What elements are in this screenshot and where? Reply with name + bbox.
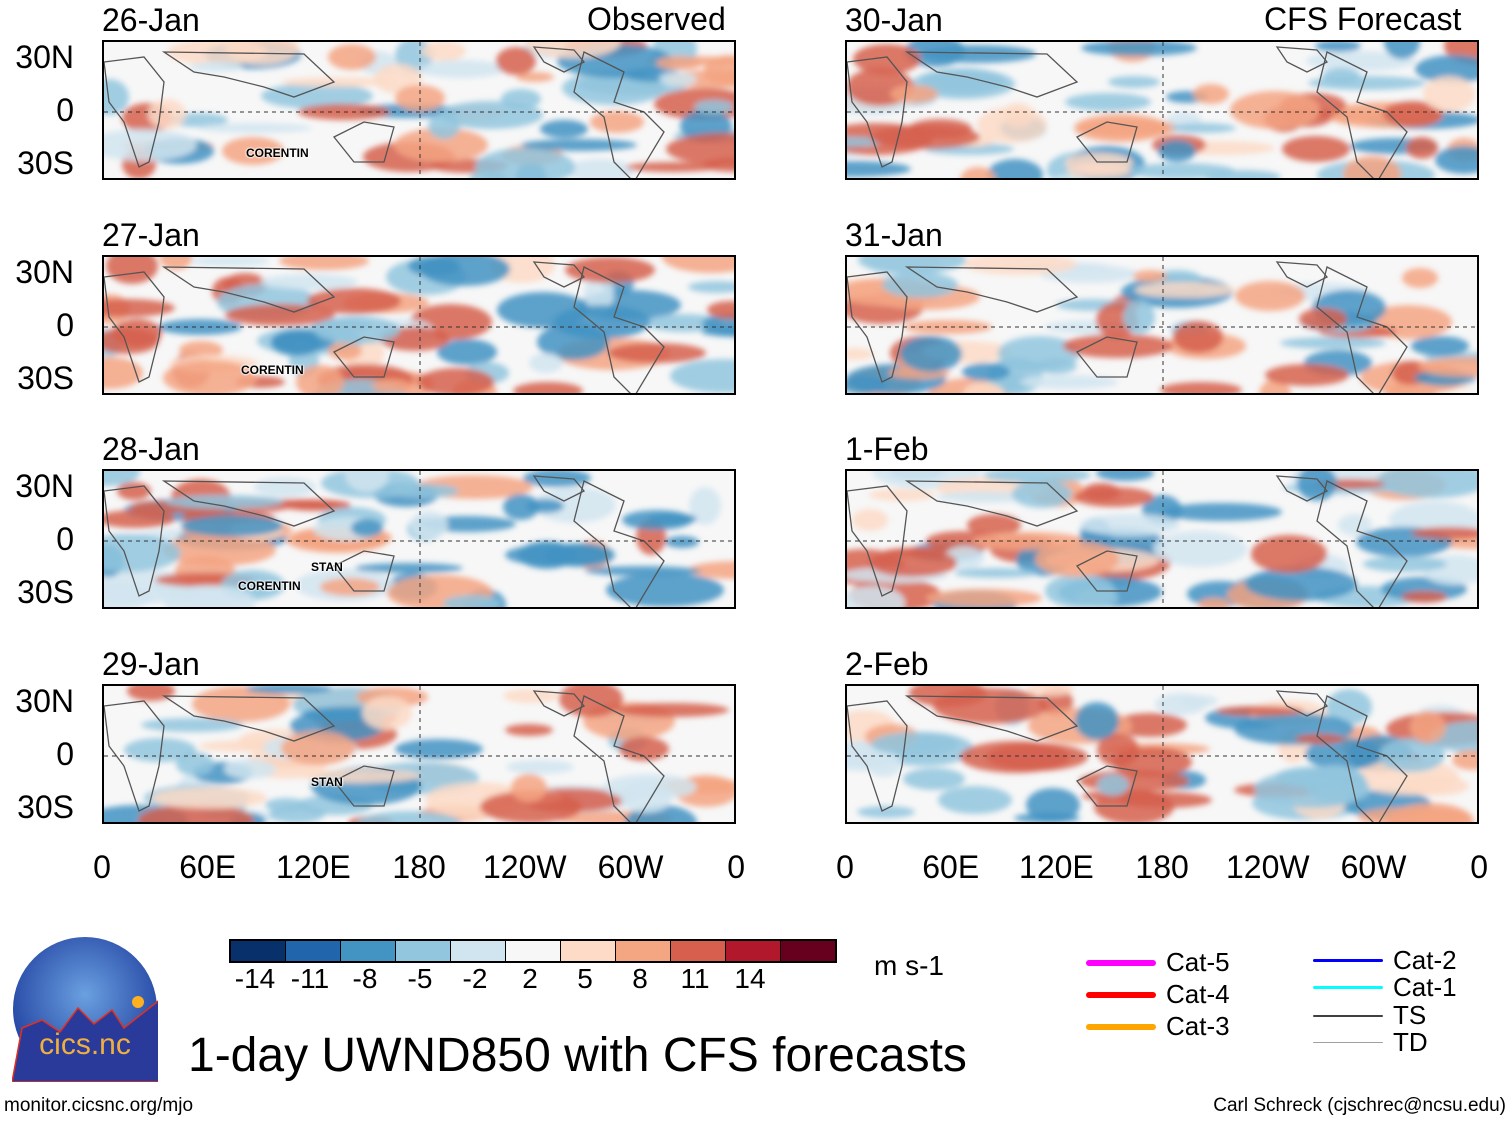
legend-item: Cat-2 [1313, 945, 1457, 976]
lon-tick-label: 180 [392, 849, 446, 885]
wind-map-panel: CORENTIN [102, 255, 736, 395]
storm-label: CORENTIN [241, 363, 304, 377]
legend-label: Cat-4 [1166, 979, 1230, 1009]
wind-map-panel [845, 255, 1479, 395]
wind-map-panel [845, 40, 1479, 180]
lon-tick-label: 60W [597, 849, 664, 885]
colorbar-swatch [286, 941, 341, 961]
legend-item: Cat-4 [1086, 979, 1230, 1010]
wind-map-panel: STAN [102, 684, 736, 824]
panel-date: 27-Jan [102, 217, 200, 253]
wind-map-panel: CORENTIN [102, 40, 736, 180]
colorbar-swatch [231, 941, 286, 961]
colorbar-swatch [396, 941, 451, 961]
wind-map-panel [845, 684, 1479, 824]
forecast-header: CFS Forecast [1264, 1, 1462, 37]
lat-tick-label: 30N [15, 683, 74, 719]
legend-item: Cat-5 [1086, 947, 1230, 978]
panel-date: 30-Jan [845, 2, 943, 38]
colorbar-swatch [451, 941, 506, 961]
panel-date: 31-Jan [845, 217, 943, 253]
lat-tick-label: 0 [56, 92, 74, 128]
panel-date: 29-Jan [102, 646, 200, 682]
footer-url[interactable]: monitor.cicsnc.org/mjo [4, 1095, 194, 1116]
panel-date: 26-Jan [102, 2, 200, 38]
legend-label: TD [1393, 1027, 1428, 1057]
lat-tick-label: 30N [15, 39, 74, 75]
legend-label: Cat-2 [1393, 945, 1457, 975]
colorbar-tick-label: 2 [522, 963, 538, 994]
lat-tick-label: 30S [17, 789, 74, 825]
legend-label: Cat-1 [1393, 972, 1457, 1002]
svg-text:cics.nc: cics.nc [39, 1028, 131, 1061]
colorbar-tick-label: -5 [407, 963, 433, 994]
legend-line-icon [1313, 1014, 1383, 1017]
colorbar-swatch [506, 941, 561, 961]
colorbar-units: m s-1 [874, 950, 944, 981]
wind-map-panel [845, 469, 1479, 609]
legend-line-icon [1313, 986, 1383, 989]
legend-line-icon [1313, 1042, 1383, 1043]
lon-tick-label: 120W [1226, 849, 1310, 885]
storm-label: STAN [311, 775, 343, 789]
legend-label: TS [1393, 1000, 1427, 1030]
legend-line-icon [1086, 991, 1156, 998]
legend-line-icon [1086, 959, 1156, 966]
legend-label: Cat-5 [1166, 947, 1230, 977]
lon-tick-label: 0 [836, 849, 854, 885]
colorbar-tick-label: -2 [462, 963, 488, 994]
legend-item: Cat-1 [1313, 972, 1457, 1003]
lon-tick-label: 180 [1135, 849, 1189, 885]
legend-item: TS [1313, 1000, 1426, 1031]
lat-tick-label: 0 [56, 521, 74, 557]
wind-map-panel: STAN CORENTIN [102, 469, 736, 609]
colorbar-tick-label: -14 [234, 963, 276, 994]
lon-tick-label: 120E [1019, 849, 1094, 885]
colorbar-tick-label: 5 [577, 963, 593, 994]
storm-label: STAN [311, 560, 343, 574]
lon-tick-label: 60W [1340, 849, 1407, 885]
lon-tick-label: 120E [276, 849, 351, 885]
colorbar-tick-label: 14 [734, 963, 766, 994]
legend-item: Cat-3 [1086, 1011, 1230, 1042]
lat-tick-label: 30S [17, 574, 74, 610]
colorbar-swatch [781, 941, 835, 961]
colorbar-swatch [671, 941, 726, 961]
panel-date: 28-Jan [102, 431, 200, 467]
colorbar-tick-label: -11 [290, 963, 330, 994]
colorbar-swatch [616, 941, 671, 961]
legend-line-icon [1086, 1023, 1156, 1030]
colorbar-tick-label: 11 [680, 963, 710, 994]
colorbar-swatch [726, 941, 781, 961]
observed-header: Observed [587, 1, 726, 37]
figure-title: 1-day UWND850 with CFS forecasts [188, 1029, 967, 1082]
colorbar-swatch [561, 941, 616, 961]
panel-date: 2-Feb [845, 646, 929, 682]
lon-tick-label: 0 [727, 849, 746, 885]
lon-tick-label: 60E [179, 849, 237, 885]
storm-label: CORENTIN [238, 579, 301, 593]
lon-tick-label: 0 [1470, 849, 1489, 885]
panel-date: 1-Feb [845, 431, 929, 467]
lat-tick-label: 30N [15, 468, 74, 504]
lon-tick-label: 0 [93, 849, 111, 885]
lat-tick-label: 30S [17, 360, 74, 396]
lat-tick-label: 0 [56, 307, 74, 343]
legend-label: Cat-3 [1166, 1011, 1230, 1041]
lat-tick-label: 30S [17, 145, 74, 181]
lon-tick-label: 120W [483, 849, 567, 885]
footer-author: Carl Schreck (cjschrec@ncsu.edu) [1213, 1095, 1506, 1116]
colorbar-swatch [341, 941, 396, 961]
colorbar-tick-label: 8 [632, 963, 648, 994]
lon-tick-label: 60E [922, 849, 980, 885]
legend-line-icon [1313, 959, 1383, 962]
legend-item: TD [1313, 1027, 1428, 1058]
colorbar-tick-label: -8 [352, 963, 378, 994]
storm-label: CORENTIN [246, 146, 309, 160]
cics-logo: cics.nc [11, 936, 163, 1083]
lat-tick-label: 0 [56, 736, 74, 772]
colorbar [229, 939, 837, 963]
lat-tick-label: 30N [15, 254, 74, 290]
